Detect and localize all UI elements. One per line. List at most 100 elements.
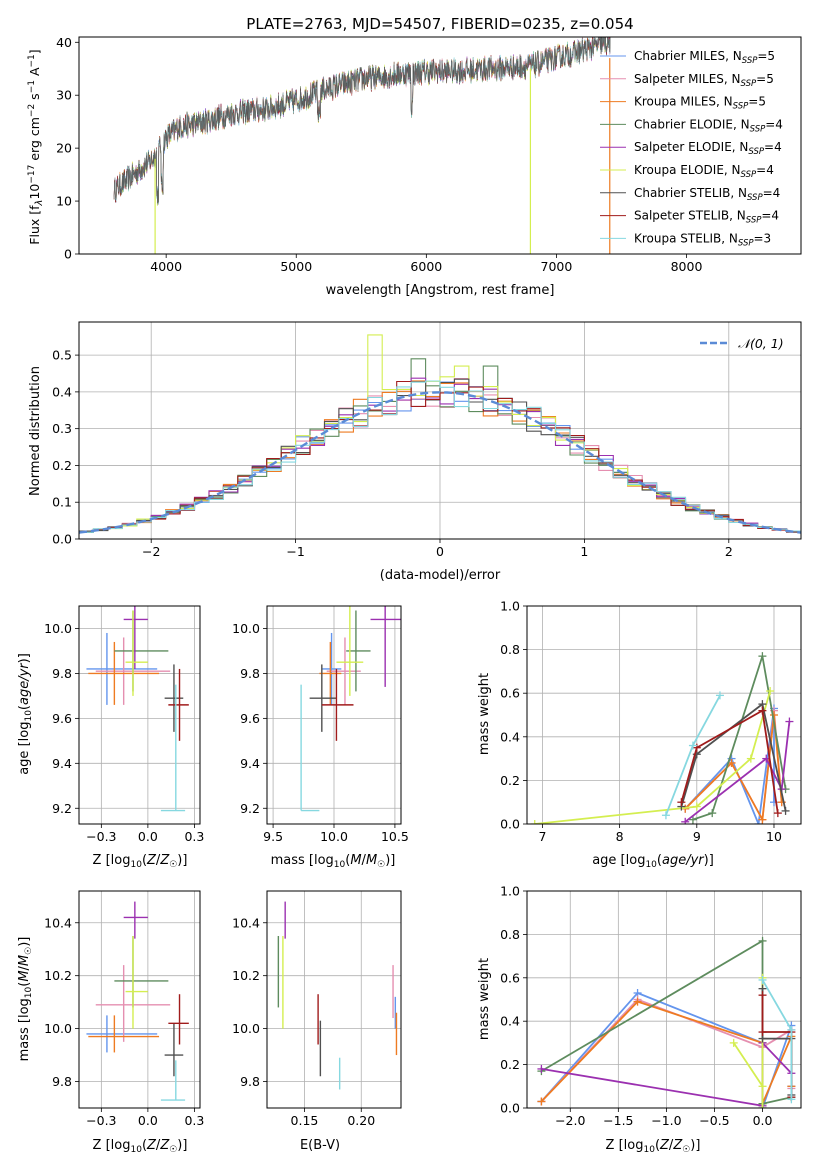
spectrum-plot-area <box>113 37 611 254</box>
axes-frame <box>526 605 802 825</box>
age-vs-Z-plot-area <box>86 606 189 812</box>
legend-text: Salpeter STELIB, N <box>634 209 746 223</box>
series-path <box>732 977 764 1108</box>
x-tick-label: −0.3 <box>86 1113 116 1128</box>
histogram-legend: 𝒩(0, 1) <box>700 336 784 351</box>
x-tick-label: −1.5 <box>603 1113 633 1128</box>
x-tick-label: 4000 <box>150 259 182 274</box>
age-vs-mass-panel: mass [log10(M/M☉)] <box>271 853 396 870</box>
y-tick-label: 0.2 <box>500 1057 520 1072</box>
series-line <box>681 717 794 824</box>
x-tick-label: 0.0 <box>753 1113 773 1128</box>
mw-z-xlabel: Z [log10(Z/Z☉)] <box>606 1138 701 1155</box>
y-tick-label: 0 <box>64 247 72 262</box>
legend-label: Kroupa MILES, NSSP=5 <box>634 95 766 112</box>
x-tick-label: −1 <box>286 544 304 559</box>
y-tick-label: 0.4 <box>52 384 72 399</box>
errorbar-point <box>168 668 189 741</box>
y-tick-label: 0.1 <box>52 495 72 510</box>
series-line <box>677 706 782 818</box>
mass-z-xlabel: Z [log10(Z/Z☉)] <box>93 1138 188 1155</box>
y-tick-label: 0.6 <box>500 686 520 701</box>
y-tick-label: 0.4 <box>500 729 520 744</box>
series-path <box>684 721 791 823</box>
x-tick-label: −0.5 <box>699 1113 729 1128</box>
legend-value: =3 <box>754 231 772 245</box>
legend-label: 𝒩(0, 1) <box>738 336 784 351</box>
legend-text: Chabrier ELODIE, N <box>634 117 750 131</box>
errorbar-point <box>114 610 169 692</box>
residuals-axes: −2 −1 0 1 2 0.0 0.1 0.2 0.3 0.4 0.5 𝒩(0, 1) <box>52 321 802 559</box>
axes-frame <box>78 36 802 255</box>
legend-text: Salpeter MILES, N <box>634 72 741 86</box>
x-tick-label: 8000 <box>671 259 703 274</box>
age-vs-metallicity-panel: Z [log10(Z/Z☉)] age [log10(age/yr)] <box>17 653 187 870</box>
mass-vs-Z-axes: −0.3 0.0 0.3 9.8 10.0 10.2 10.4 <box>44 890 204 1128</box>
mass-vs-EBV-axes: 0.15 0.20 9.8 10.0 10.2 10.4 <box>232 890 402 1128</box>
y-tick-label: 1.0 <box>500 884 520 899</box>
errorbar-point <box>125 935 148 1029</box>
x-tick-label: 9 <box>693 829 701 844</box>
legend-subscript: SSP <box>746 216 762 226</box>
errorbar-point <box>309 664 337 732</box>
axes-frame <box>78 605 201 825</box>
legend-label: Salpeter MILES, NSSP=5 <box>634 72 774 89</box>
x-tick-label: −0.3 <box>86 829 116 844</box>
legend-subscript: SSP <box>741 170 757 180</box>
series-path <box>692 655 787 821</box>
mass-vs-Z-plot-area <box>86 901 189 1101</box>
axes-frame <box>78 321 802 540</box>
x-tick-label: 10 <box>766 829 782 844</box>
errorbar-point <box>123 606 148 669</box>
y-tick-label: 30 <box>56 88 72 103</box>
legend-value: =5 <box>757 49 775 63</box>
legend-value: =4 <box>764 140 782 154</box>
y-tick-label: 10.0 <box>232 621 260 636</box>
legend-value: =4 <box>763 186 781 200</box>
y-tick-label: 40 <box>56 35 72 50</box>
model-spectrum-line <box>113 37 611 204</box>
y-tick-label: 10.0 <box>44 1021 72 1036</box>
histogram-ylabel: Normed distribution <box>28 366 43 496</box>
mass-weight-vs-age-plot-area <box>530 652 794 824</box>
legend-value: =4 <box>765 117 783 131</box>
legend-subscript: SSP <box>733 102 749 112</box>
mass-vs-EBV-plot-area <box>277 901 398 1090</box>
y-tick-label: 0.8 <box>500 642 520 657</box>
errorbar-point <box>88 1015 160 1053</box>
x-tick-label: 6000 <box>410 259 442 274</box>
mass-vs-metallicity-panel: Z [log10(Z/Z☉)] mass [log10(M/M☉)] <box>17 937 187 1155</box>
y-tick-label: 10.2 <box>232 968 260 983</box>
series-path <box>534 690 771 824</box>
legend-label: Salpeter STELIB, NSSP=4 <box>634 209 779 226</box>
y-tick-label: 0.5 <box>52 348 72 363</box>
x-tick-label: 0.15 <box>291 1113 319 1128</box>
axes-frame <box>526 890 802 1109</box>
series-path <box>665 694 721 816</box>
series-line <box>758 975 796 1104</box>
y-tick-label: 0.0 <box>52 532 72 547</box>
errorbar-point <box>370 606 401 687</box>
legend-label: Chabrier STELIB, NSSP=4 <box>634 186 780 203</box>
x-tick-label: −2.0 <box>555 1113 585 1128</box>
mass-z-ylabel: mass [log10(M/M☉)] <box>17 937 34 1062</box>
spectrum-ylabel: Flux [fλ10−17 erg cm−2 s−1 A−1] <box>27 49 45 244</box>
x-tick-label: 8 <box>616 829 624 844</box>
errorbar-point <box>326 637 361 705</box>
mass-weight-vs-age-panel: age [log10(age/yr)] mass weight <box>477 673 714 870</box>
y-tick-label: 10.0 <box>232 1021 260 1036</box>
y-tick-label: 0.2 <box>52 458 72 473</box>
normal-curve <box>79 391 801 534</box>
spectrum-axes: 4000 5000 6000 7000 8000 0 10 20 30 40 Chabrier MI… <box>56 35 802 274</box>
legend-text: Salpeter ELODIE, N <box>634 140 748 154</box>
legend-label: Salpeter ELODIE, NSSP=4 <box>634 140 782 157</box>
legend-subscript: SSP <box>748 147 764 157</box>
x-tick-label: 7000 <box>541 259 573 274</box>
x-tick-label: 10.5 <box>381 829 409 844</box>
y-tick-label: 9.6 <box>240 711 260 726</box>
legend-text: Kroupa ELODIE, N <box>634 163 741 177</box>
x-tick-label: 0.3 <box>184 829 204 844</box>
x-tick-label: −1.0 <box>651 1113 681 1128</box>
legend-value: =5 <box>756 72 774 86</box>
age-vs-Z-axes: −0.3 0.0 0.3 9.2 9.4 9.6 9.8 10.0 <box>44 605 204 844</box>
